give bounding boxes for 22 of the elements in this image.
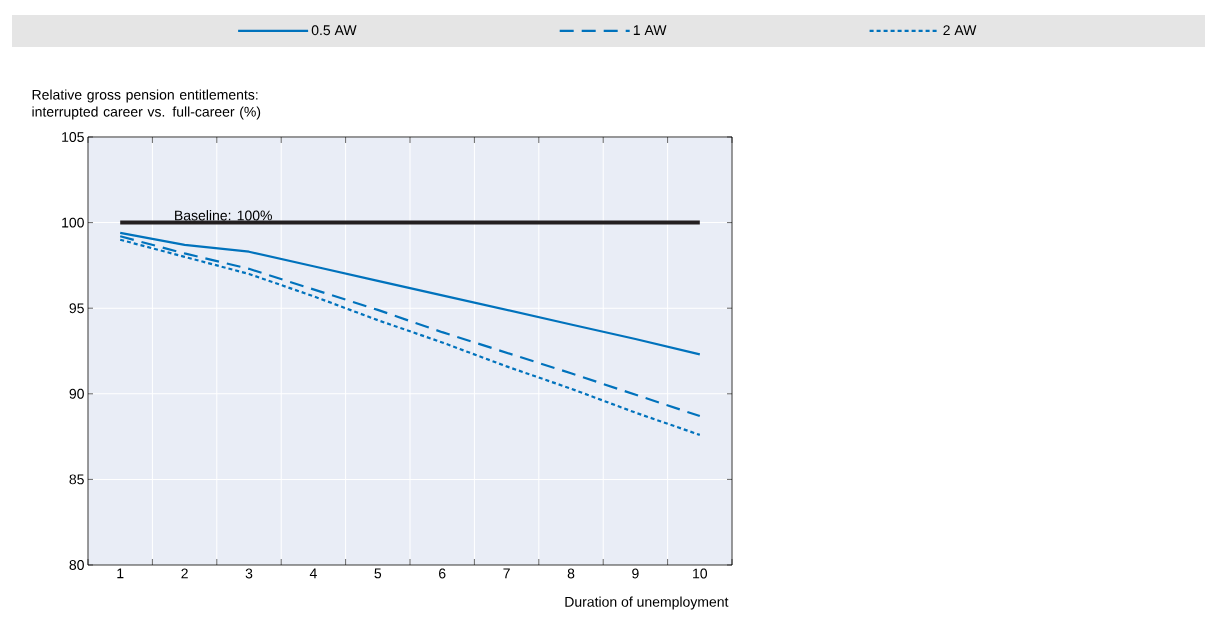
legend-label: 1 AW	[633, 25, 667, 35]
y-tick-label: 95	[69, 303, 84, 314]
x-axis-title: Duration of unemployment	[565, 596, 729, 610]
x-tick-label: 9	[632, 568, 639, 579]
y-tick-label: 90	[69, 388, 84, 399]
x-tick-label: 7	[503, 568, 510, 579]
ref-line-label: Baseline: 100%	[175, 210, 272, 221]
x-tick-label: 2	[181, 568, 188, 579]
x-tick-label: 3	[245, 568, 253, 579]
y-tick-label: 80	[69, 560, 84, 570]
y-tick-label: 105	[62, 132, 84, 142]
x-tick-label: 8	[567, 568, 575, 579]
legend-label: 2 AW	[943, 25, 977, 35]
x-tick-label: 4	[309, 568, 317, 579]
x-tick-label: 6	[439, 568, 446, 579]
x-tick-label: 1	[117, 568, 124, 579]
legend-label: 0.5 AW	[311, 25, 357, 36]
y-tick-label: 85	[69, 474, 84, 485]
x-tick-label: 5	[374, 568, 382, 579]
y-tick-label: 100	[62, 217, 84, 228]
y-axis-title: Relative gross pension entitlements: interrupted career vs. full-career (%)	[32, 89, 261, 120]
x-tick-label: 10	[693, 568, 708, 579]
